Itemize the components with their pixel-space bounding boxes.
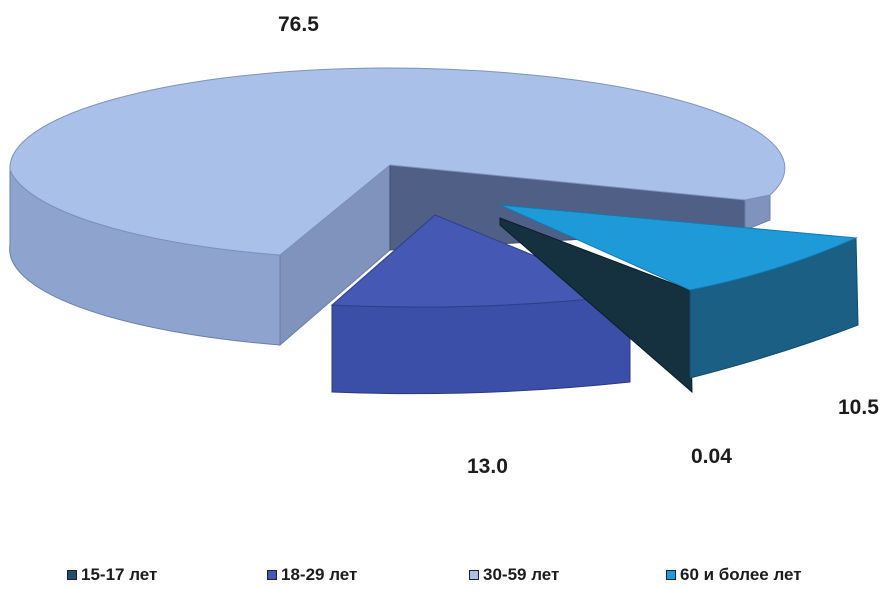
legend-item-18-29: 18-29 лет [267,565,357,585]
legend-swatch-15-17 [67,570,77,580]
legend-label: 30-59 лет [483,565,560,584]
legend-label: 18-29 лет [281,565,358,584]
legend-label: 60 и более лет [680,565,802,584]
pie-slice-60-plus [499,204,858,291]
pie-slice-15-17 [499,217,693,394]
data-label-15-17: 0.04 [691,445,732,468]
legend-item-60-plus: 60 и более лет [666,565,802,585]
legend-label: 15-17 лет [81,565,158,584]
pie-slice-18-29-side [331,294,631,395]
legend-swatch-18-29 [267,570,277,580]
data-label-18-29: 13.0 [467,455,508,478]
legend-item-15-17: 15-17 лет [67,565,157,585]
legend-swatch-60-plus [666,570,676,580]
legend-item-30-59: 30-59 лет [469,565,559,585]
pie-slice-30-59-right-wall [744,194,771,231]
data-label-60-plus: 10.5 [838,396,879,419]
data-label-30-59: 76.5 [278,13,319,36]
legend: 15-17 лет 18-29 лет 30-59 лет 60 и более… [0,565,896,589]
pie-slice-30-59 [9,67,786,256]
legend-swatch-30-59 [469,570,479,580]
